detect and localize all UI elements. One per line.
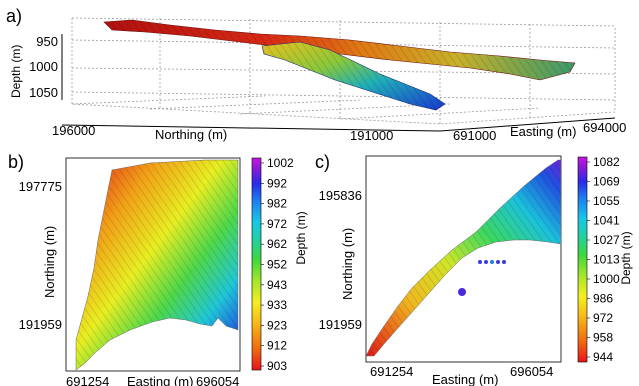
panel-b: b) 197775 191959 Northing (m) 691254 696… <box>8 152 308 386</box>
panel-c-cell <box>458 288 466 296</box>
colorbar-tick-label: 943 <box>267 278 287 292</box>
panel-b-label: b) <box>8 152 24 172</box>
panel-c-ytick: 191959 <box>319 317 362 332</box>
colorbar-tick-label: 982 <box>267 197 287 211</box>
colorbar-tick-label: 972 <box>267 217 287 231</box>
panel-a-xtick: 694000 <box>583 120 626 135</box>
colorbar-tick-label: 923 <box>267 318 287 332</box>
colorbar-tick-label: 952 <box>267 258 287 272</box>
colorbar-tick-label: 903 <box>267 359 287 373</box>
panel-c-xtick: 696054 <box>510 364 553 379</box>
panel-c-xtick: 691254 <box>370 364 413 379</box>
panel-b-colorbar-label: Depth (m) <box>294 211 308 264</box>
panel-b-ytick: 197775 <box>19 179 62 194</box>
colorbar-tick-label: 1041 <box>593 214 620 228</box>
panel-b-xlabel: Easting (m) <box>127 374 193 386</box>
colorbar-tick-label: 962 <box>267 237 287 251</box>
panel-a-xlabel: Easting (m) <box>510 124 576 139</box>
panel-c: c) 195836 191959 Northing (m) 691254 696… <box>315 152 633 386</box>
panel-c-scatter-cells <box>458 260 506 296</box>
colorbar-tick-label: 1002 <box>267 156 294 170</box>
panel-b-texture <box>76 160 238 370</box>
panel-c-colorbar-ticks: 1082 1069 1055 1041 1027 1013 1000 986 972 958 944 <box>587 155 620 364</box>
panel-b-colorbar-ticks: 1002 992 982 972 962 952 943 933 923 912 903 <box>261 156 294 373</box>
panel-b-ytick: 191959 <box>19 317 62 332</box>
panel-c-texture <box>366 160 561 356</box>
panel-c-colorbar-label: Depth (m) <box>619 231 633 284</box>
panel-b-xtick: 696054 <box>196 374 239 386</box>
panel-c-colorbar <box>577 156 588 363</box>
panel-a-ylabel: Northing (m) <box>155 127 227 142</box>
panel-c-xlabel: Easting (m) <box>432 372 498 386</box>
panel-a-ytick: 196000 <box>52 123 95 138</box>
panel-c-ytick: 195836 <box>319 188 362 203</box>
colorbar-tick-label: 1069 <box>593 175 620 189</box>
panel-a-ztick: 950 <box>36 34 58 49</box>
panel-b-xtick: 691254 <box>66 374 109 386</box>
colorbar-tick-label: 933 <box>267 298 287 312</box>
colorbar-tick-label: 1027 <box>593 233 620 247</box>
panel-a-ztick: 1000 <box>29 59 58 74</box>
panel-a-axes <box>61 34 616 132</box>
colorbar-tick-label: 1055 <box>593 194 620 208</box>
colorbar-tick-label: 1013 <box>593 253 620 267</box>
panel-a-ytick: 191000 <box>350 128 393 143</box>
panel-c-cell <box>484 260 488 264</box>
panel-a: a) Depth (m) <box>6 6 626 143</box>
panel-c-cell <box>490 260 494 264</box>
panel-b-ylabel: Northing (m) <box>42 226 57 298</box>
colorbar-tick-label: 992 <box>267 176 287 190</box>
colorbar-tick-label: 986 <box>593 292 613 306</box>
panel-c-cell <box>496 260 500 264</box>
colorbar-tick-label: 912 <box>267 339 287 353</box>
panel-a-label: a) <box>6 6 22 26</box>
colorbar-tick-label: 1000 <box>593 272 620 286</box>
panel-c-cell <box>502 260 506 264</box>
colorbar-tick-label: 1082 <box>593 155 620 169</box>
panel-c-cell <box>478 260 482 264</box>
panel-a-xtick: 691000 <box>453 128 496 143</box>
panel-a-ztick: 1050 <box>29 85 58 100</box>
surface-lower-texture <box>262 42 445 110</box>
colorbar-tick-label: 972 <box>593 311 613 325</box>
colorbar-tick-label: 944 <box>593 350 613 364</box>
surface-upper-texture <box>104 20 575 80</box>
panel-b-colorbar <box>251 157 262 371</box>
colorbar-tick-label: 958 <box>593 331 613 345</box>
panel-c-ylabel: Northing (m) <box>340 228 355 300</box>
panel-a-zlabel: Depth (m) <box>9 45 23 98</box>
panel-c-label: c) <box>315 152 330 172</box>
